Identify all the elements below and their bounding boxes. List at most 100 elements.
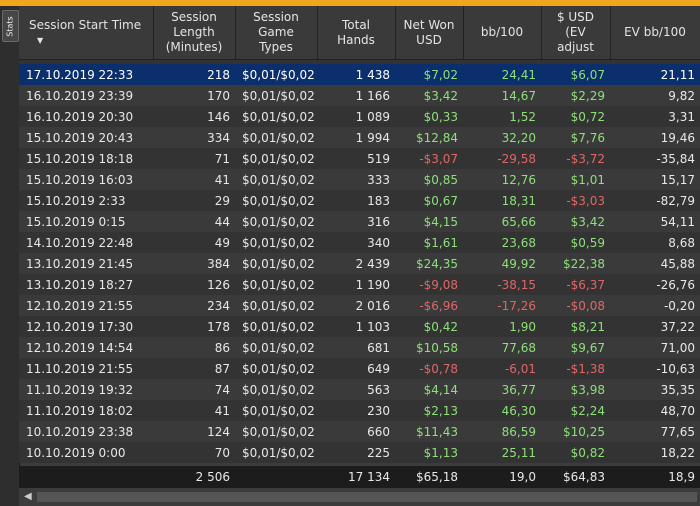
table-header-row: Session Start Time▼ Session Length (Minu…: [19, 6, 700, 60]
cell-ev-usd: $22,38: [563, 256, 605, 271]
cell-ev-bb100: 9,82: [668, 88, 695, 103]
col-header-session-length[interactable]: Session Length (Minutes): [153, 6, 236, 60]
table-row[interactable]: 10.10.2019 23:38 124 $0,01/$0,02 NI 660 $11,…: [19, 421, 700, 442]
cell-ev-usd: $7,76: [570, 130, 605, 145]
cell-start-time: 16.10.2019 23:39: [26, 88, 134, 103]
cell-session-length: 146: [207, 109, 230, 124]
cell-game-types: $0,01/$0,02 NI: [242, 151, 317, 166]
cell-game-types: $0,01/$0,02 NI: [242, 88, 317, 103]
cell-bb100: 86,59: [501, 424, 536, 439]
col-header-ev-usd[interactable]: $ USD (EV adjust: [541, 6, 611, 60]
cell-ev-usd: $8,21: [570, 319, 605, 334]
cell-session-length: 44: [214, 214, 230, 229]
table-row[interactable]: 12.10.2019 17:30 178 $0,01/$0,02 NI 1 103 $0…: [19, 316, 700, 337]
table-row[interactable]: 17.10.2019 22:33 218 $0,01/$0,02 NI 1 438 $7…: [19, 64, 700, 85]
sort-desc-icon[interactable]: ▼: [37, 35, 44, 45]
scroll-left-icon[interactable]: ◀: [24, 491, 32, 502]
table-row[interactable]: 11.10.2019 19:32 74 $0,01/$0,02 NI 563 $4,14…: [19, 379, 700, 400]
cell-game-types: $0,01/$0,02 NI: [242, 382, 317, 397]
top-toolbar-strip: [0, 0, 700, 6]
cell-total-hands: 333: [367, 172, 390, 187]
table-row[interactable]: 15.10.2019 16:03 41 $0,01/$0,02 NI 333 $0,85…: [19, 169, 700, 190]
cell-game-types: $0,01/$0,02 NI: [242, 445, 317, 460]
cell-session-length: 126: [207, 277, 230, 292]
cell-net-won: -$9,08: [419, 277, 458, 292]
cell-start-time: 13.10.2019 18:27: [26, 277, 134, 292]
table-row[interactable]: 16.10.2019 23:39 170 $0,01/$0,02 NI 1 166 $3…: [19, 85, 700, 106]
col-header-total-hands[interactable]: Total Hands: [317, 6, 396, 60]
cell-bb100: 1,52: [509, 109, 536, 124]
cell-total-hands: 2 016: [355, 298, 390, 313]
table-row[interactable]: 16.10.2019 20:30 146 $0,01/$0,02 NI 1 089 $0…: [19, 106, 700, 127]
cell-net-won: -$3,07: [419, 151, 458, 166]
horizontal-scrollbar[interactable]: ◀: [19, 488, 700, 506]
cell-total-hands: 563: [367, 382, 390, 397]
cell-net-won: $0,33: [423, 109, 458, 124]
cell-ev-bb100: 8,68: [668, 235, 695, 250]
cell-ev-usd: $2,24: [570, 403, 605, 418]
cell-ev-bb100: 15,17: [660, 172, 695, 187]
table-row[interactable]: 13.10.2019 21:45 384 $0,01/$0,02 NI 2 439 $2…: [19, 253, 700, 274]
scrollbar-thumb[interactable]: [37, 492, 697, 502]
cell-ev-bb100: 19,46: [660, 130, 695, 145]
cell-total-hands: 1 438: [355, 67, 390, 82]
cell-ev-bb100: 3,31: [668, 109, 695, 124]
cell-total-hands: 1 994: [355, 130, 390, 145]
cell-ev-bb100: 48,70: [660, 403, 695, 418]
total-session-length: 2 506: [153, 466, 235, 488]
cell-ev-bb100: -82,79: [656, 193, 695, 208]
table-row[interactable]: 12.10.2019 14:54 86 $0,01/$0,02 NI 681 $10,5…: [19, 337, 700, 358]
cell-total-hands: 2 439: [355, 256, 390, 271]
cell-net-won: $1,13: [423, 445, 458, 460]
table-row[interactable]: 15.10.2019 0:15 44 $0,01/$0,02 NI 316 $4,15 6…: [19, 211, 700, 232]
table-row[interactable]: 13.10.2019 18:27 126 $0,01/$0,02 NI 1 190 -$…: [19, 274, 700, 295]
cell-ev-usd: -$6,37: [566, 277, 605, 292]
cell-start-time: 12.10.2019 21:55: [26, 298, 134, 313]
cell-ev-bb100: 77,65: [660, 424, 695, 439]
cell-bb100: 46,30: [501, 403, 536, 418]
col-header-ev-bb100[interactable]: EV bb/100: [610, 6, 700, 60]
cell-bb100: 77,68: [501, 340, 536, 355]
col-header-net-won[interactable]: Net Won USD: [395, 6, 464, 60]
cell-bb100: 32,20: [501, 130, 536, 145]
cell-session-length: 86: [214, 340, 230, 355]
stats-tab[interactable]: Stats: [2, 10, 19, 42]
table-row[interactable]: 15.10.2019 18:18 71 $0,01/$0,02 NI 519 -$3,0…: [19, 148, 700, 169]
total-bb100: 19,0: [463, 466, 541, 488]
cell-ev-usd: $3,42: [570, 214, 605, 229]
cell-net-won: -$0,78: [419, 361, 458, 376]
cell-start-time: 15.10.2019 0:15: [26, 214, 126, 229]
cell-game-types: $0,01/$0,02 NI: [242, 67, 317, 82]
cell-start-time: 13.10.2019 21:45: [26, 256, 134, 271]
totals-row: 2 506 17 134 $65,18 19,0 $64,83 18,9: [19, 466, 700, 488]
cell-bb100: 1,90: [509, 319, 536, 334]
cell-bb100: 14,67: [501, 88, 536, 103]
col-header-game-types[interactable]: Session Game Types: [235, 6, 318, 60]
cell-start-time: 14.10.2019 22:48: [26, 235, 134, 250]
table-row[interactable]: 10.10.2019 0:00 70 $0,01/$0,02 NI 225 $1,13 2…: [19, 442, 700, 463]
table-row[interactable]: 14.10.2019 22:48 49 $0,01/$0,02 NI 340 $1,61…: [19, 232, 700, 253]
table-row[interactable]: 12.10.2019 21:55 234 $0,01/$0,02 NI 2 016 -$…: [19, 295, 700, 316]
cell-session-length: 41: [214, 172, 230, 187]
cell-game-types: $0,01/$0,02 NI: [242, 172, 317, 187]
stats-tab-label: Stats: [6, 15, 16, 37]
table-row[interactable]: 15.10.2019 20:43 334 $0,01/$0,02 NI 1 994 $1…: [19, 127, 700, 148]
cell-ev-usd: -$3,72: [566, 151, 605, 166]
cell-net-won: $3,42: [423, 88, 458, 103]
cell-start-time: 11.10.2019 19:32: [26, 382, 134, 397]
cell-ev-bb100: 45,88: [660, 256, 695, 271]
cell-bb100: 65,66: [501, 214, 536, 229]
cell-ev-usd: $0,82: [570, 445, 605, 460]
cell-start-time: 10.10.2019 23:38: [26, 424, 134, 439]
col-header-session-start-time[interactable]: Session Start Time▼: [19, 6, 154, 60]
table-row[interactable]: 15.10.2019 2:33 29 $0,01/$0,02 NI 183 $0,67 1…: [19, 190, 700, 211]
cell-bb100: 24,41: [501, 67, 536, 82]
cell-net-won: $2,13: [423, 403, 458, 418]
cell-game-types: $0,01/$0,02 NI: [242, 424, 317, 439]
cell-ev-bb100: -26,76: [656, 277, 695, 292]
col-header-bb100[interactable]: bb/100: [463, 6, 542, 60]
table-row[interactable]: 11.10.2019 18:02 41 $0,01/$0,02 NI 230 $2,13…: [19, 400, 700, 421]
cell-ev-usd: $9,67: [570, 340, 605, 355]
table-row[interactable]: 11.10.2019 21:55 87 $0,01/$0,02 NI 649 -$0,7…: [19, 358, 700, 379]
cell-game-types: $0,01/$0,02 NI: [242, 277, 317, 292]
